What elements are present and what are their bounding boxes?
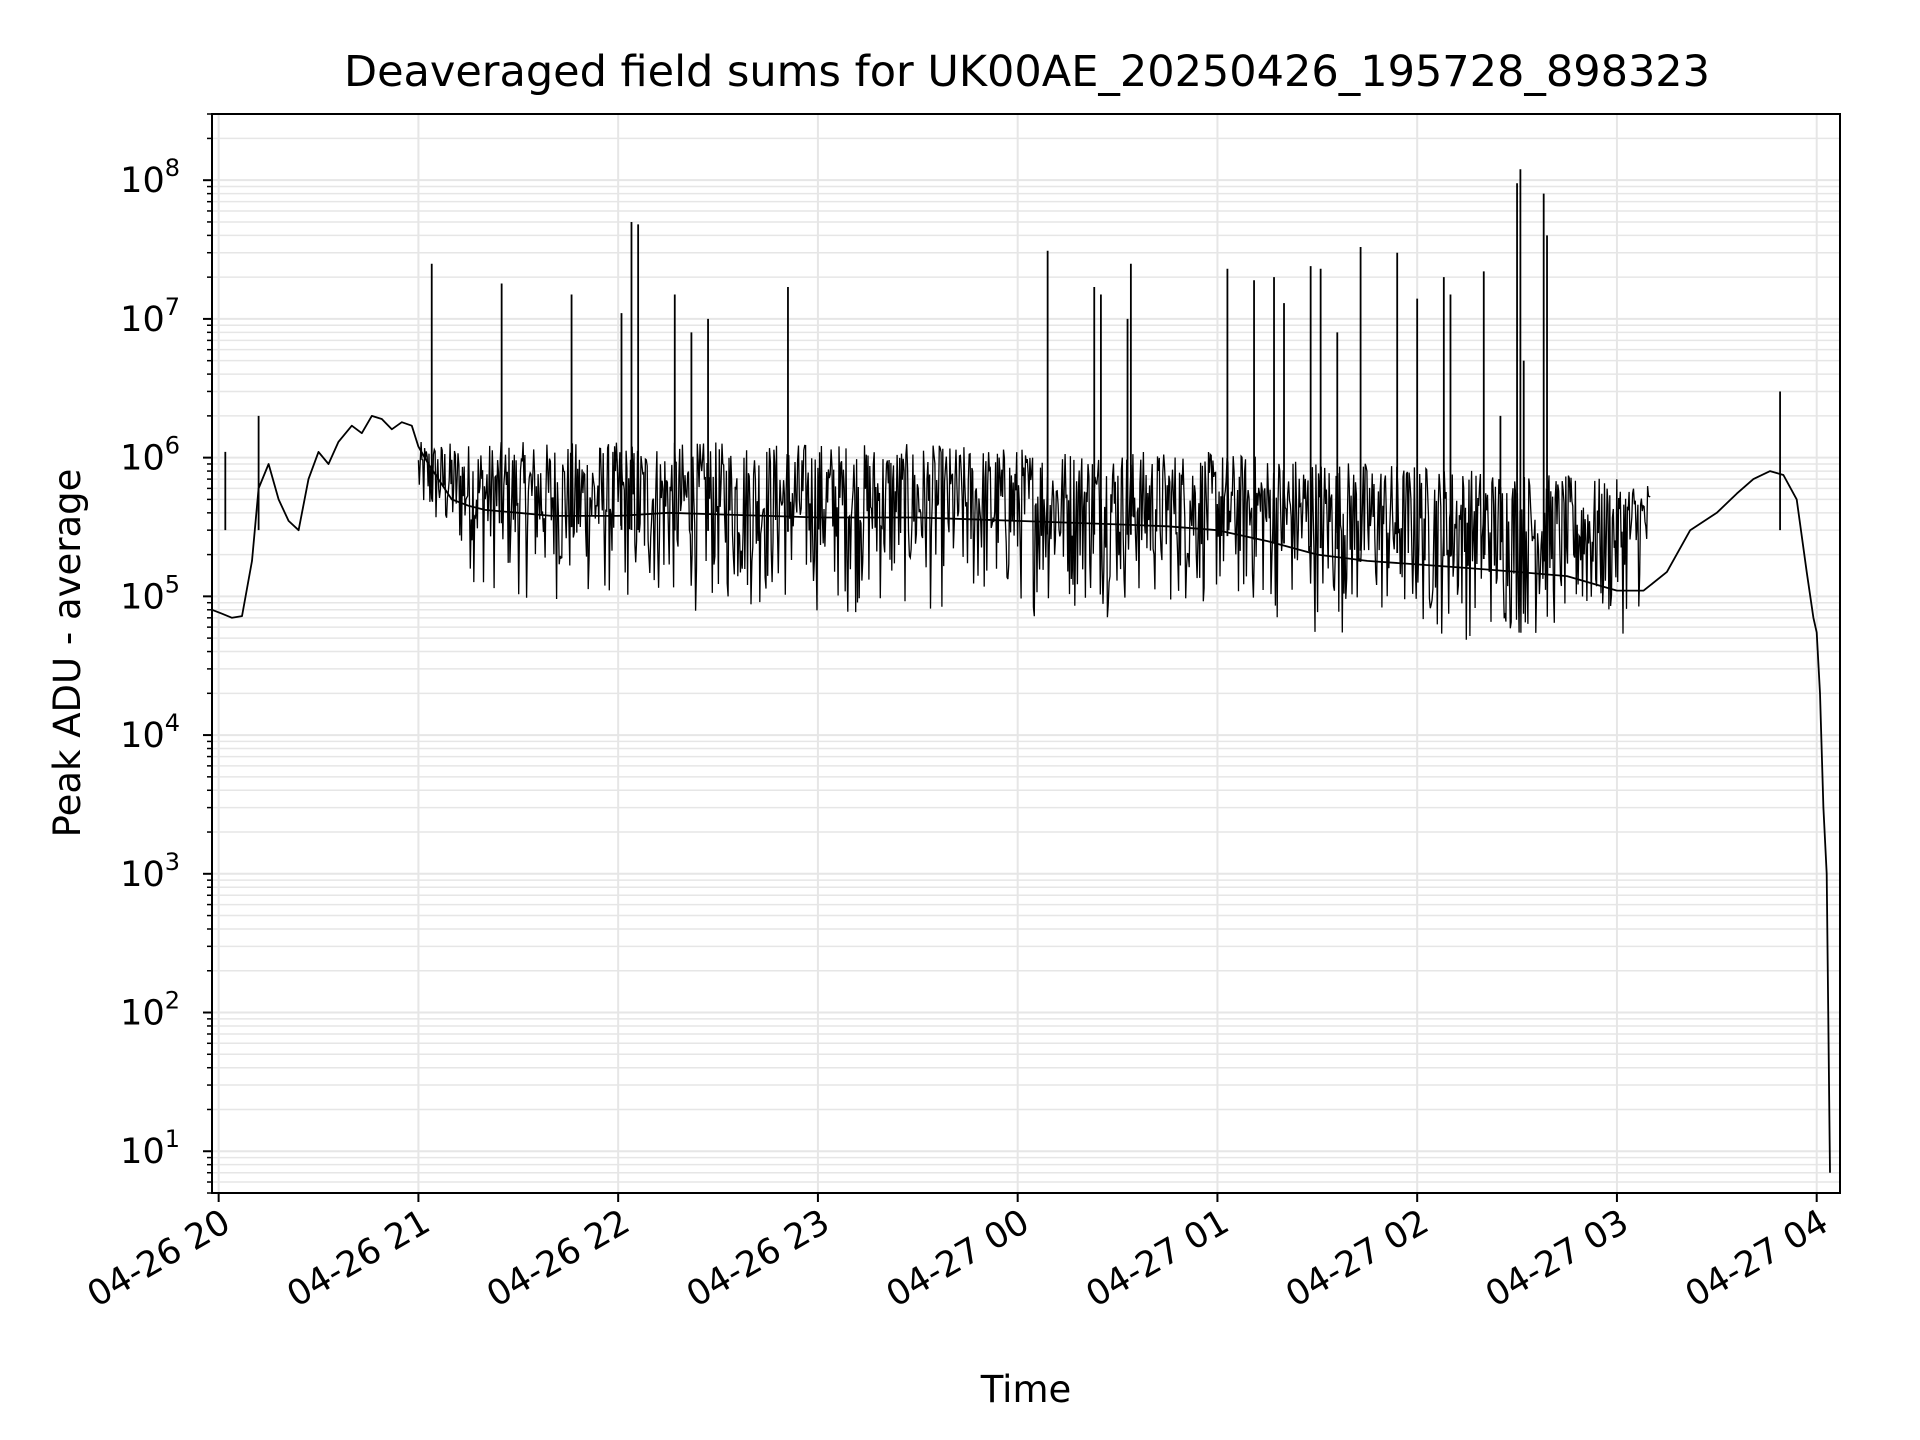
data-layer bbox=[211, 169, 1831, 1173]
y-tick-label: 103 bbox=[120, 848, 180, 895]
plot-frame bbox=[211, 113, 1841, 1194]
series-band-line bbox=[417, 441, 1651, 640]
grid-layer bbox=[212, 113, 1840, 1194]
series-line bbox=[211, 414, 1831, 1173]
x-axis-label: Time bbox=[980, 1368, 1072, 1411]
y-tick-label: 101 bbox=[120, 1125, 180, 1172]
y-tick-label: 105 bbox=[120, 570, 180, 617]
y-tick-label: 102 bbox=[120, 987, 180, 1034]
y-axis-label: Peak ADU - average bbox=[46, 469, 89, 838]
y-tick-label: 104 bbox=[120, 709, 180, 756]
y-tick-label: 107 bbox=[120, 293, 180, 340]
chart-title: Deaveraged field sums for UK00AE_2025042… bbox=[344, 47, 1710, 97]
y-tick-label: 108 bbox=[120, 154, 180, 201]
y-tick-label: 106 bbox=[120, 432, 180, 479]
